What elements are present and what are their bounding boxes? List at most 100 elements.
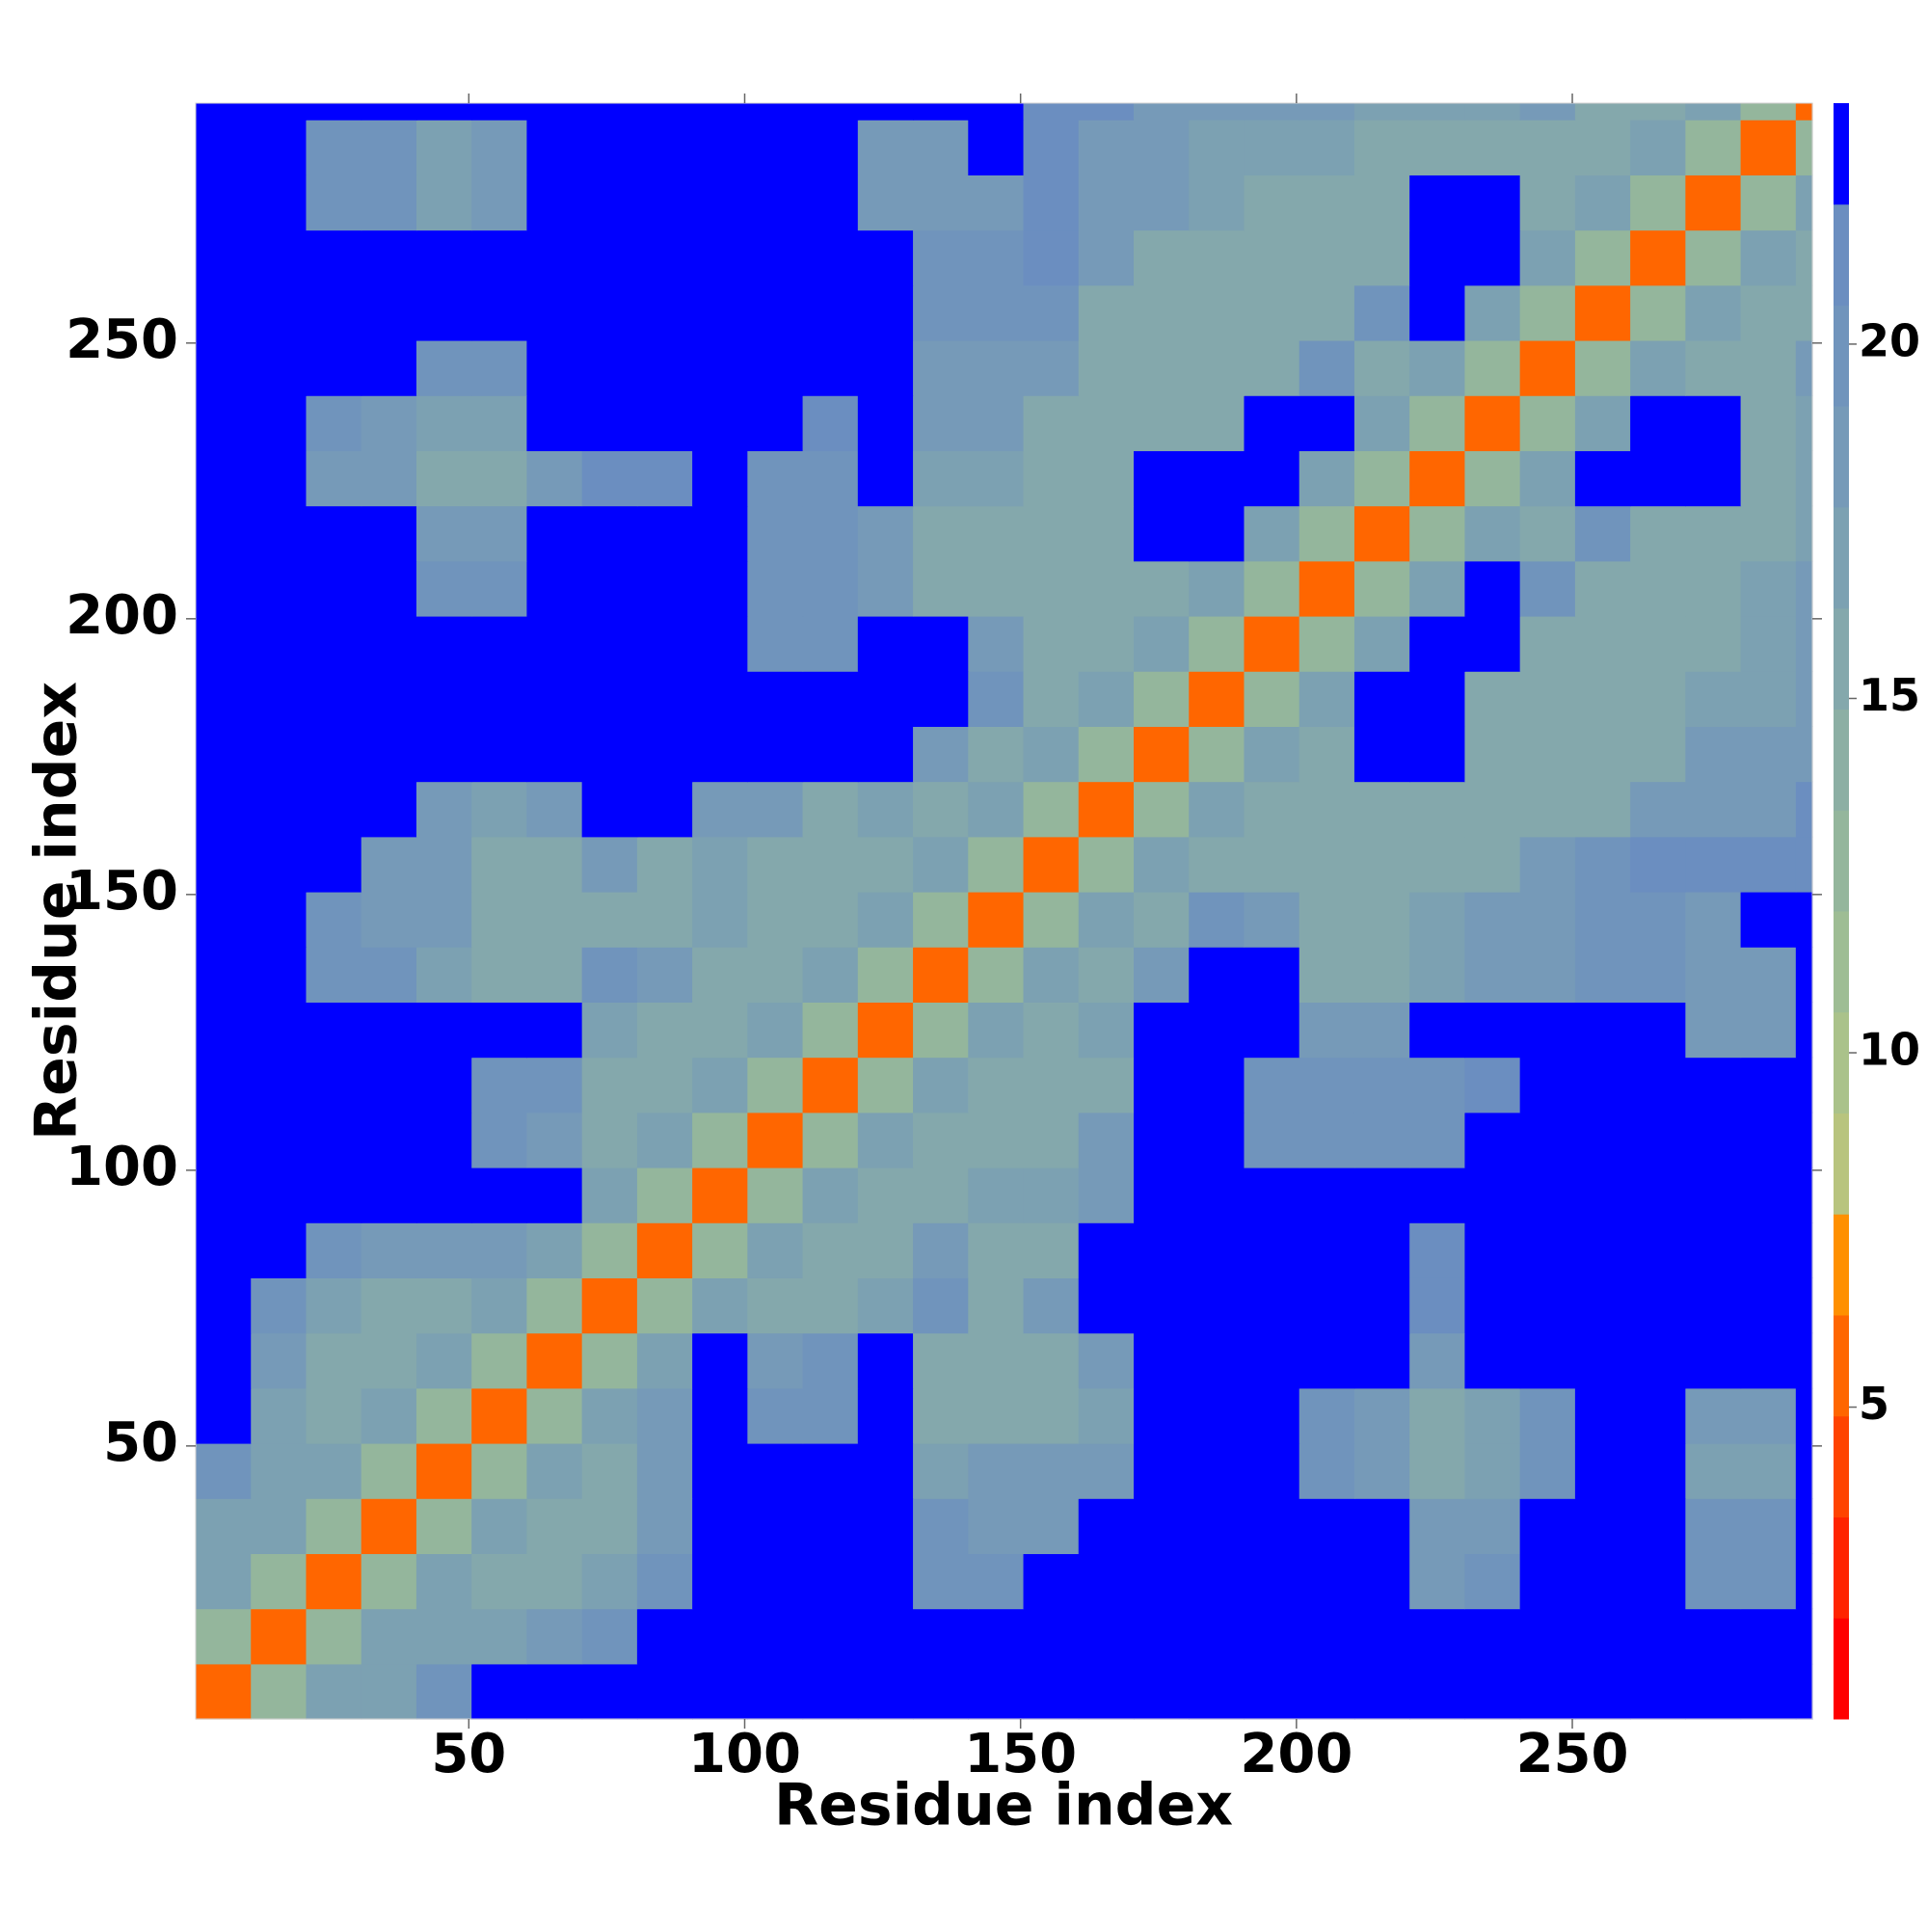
heatmap-cell bbox=[1630, 1057, 1686, 1114]
heatmap-cell bbox=[636, 560, 693, 617]
heatmap-cell bbox=[913, 1222, 969, 1278]
heatmap-cell bbox=[306, 450, 362, 507]
heatmap-cell bbox=[1353, 1498, 1410, 1554]
heatmap-cell bbox=[1078, 395, 1135, 451]
heatmap-cell bbox=[692, 339, 748, 396]
heatmap-cell bbox=[692, 891, 748, 948]
heatmap-cell bbox=[196, 1057, 252, 1114]
heatmap-cell bbox=[306, 1608, 362, 1665]
heatmap-cell bbox=[1519, 1553, 1576, 1610]
heatmap-cell bbox=[1134, 671, 1190, 727]
heatmap-cell bbox=[1685, 615, 1742, 672]
colorbar-segment bbox=[1834, 810, 1849, 912]
heatmap-cell bbox=[471, 671, 528, 727]
heatmap-cell bbox=[1795, 947, 1813, 1003]
heatmap-cell bbox=[581, 1222, 638, 1278]
heatmap-cell bbox=[415, 836, 472, 893]
heatmap-cell bbox=[692, 1277, 748, 1334]
heatmap-cell bbox=[1409, 339, 1466, 396]
heatmap-cell bbox=[1353, 1057, 1410, 1114]
heatmap-cell bbox=[802, 615, 859, 672]
heatmap-cell bbox=[251, 1167, 308, 1223]
heatmap-cell bbox=[857, 284, 914, 341]
heatmap-cell bbox=[361, 891, 417, 948]
heatmap-cell bbox=[1685, 1277, 1742, 1334]
heatmap-cell bbox=[1630, 103, 1686, 121]
heatmap-cell bbox=[415, 395, 472, 451]
heatmap-cell bbox=[692, 947, 748, 1003]
heatmap-cell bbox=[196, 781, 252, 838]
heatmap-cell bbox=[526, 726, 583, 783]
heatmap-cell bbox=[306, 1277, 362, 1334]
heatmap-cell bbox=[1023, 560, 1080, 617]
heatmap-cell bbox=[636, 1057, 693, 1114]
heatmap-cell bbox=[1409, 1663, 1466, 1720]
heatmap-cell bbox=[581, 1553, 638, 1610]
heatmap-cell bbox=[1685, 947, 1742, 1003]
heatmap-cell bbox=[1244, 1498, 1300, 1554]
heatmap-cell bbox=[196, 229, 252, 286]
heatmap-cell bbox=[747, 174, 804, 231]
heatmap-cell bbox=[1740, 1277, 1797, 1334]
heatmap-cell bbox=[1464, 505, 1521, 562]
heatmap-cell bbox=[1409, 1002, 1466, 1059]
heatmap-cell bbox=[1630, 284, 1686, 341]
heatmap-cell bbox=[1630, 560, 1686, 617]
heatmap-cell bbox=[1630, 1277, 1686, 1334]
heatmap-cell bbox=[802, 671, 859, 727]
heatmap-cell bbox=[1353, 1222, 1410, 1278]
heatmap-cell bbox=[306, 1553, 362, 1610]
heatmap-cell bbox=[913, 891, 969, 948]
heatmap-cell bbox=[1134, 781, 1190, 838]
heatmap-cell bbox=[306, 891, 362, 948]
heatmap-cell bbox=[361, 1277, 417, 1334]
heatmap-cell bbox=[306, 284, 362, 341]
y-tick-label: 100 bbox=[66, 1136, 178, 1198]
heatmap-cell bbox=[1134, 560, 1190, 617]
heatmap-cell bbox=[1630, 1498, 1686, 1554]
heatmap-cell bbox=[802, 1553, 859, 1610]
heatmap-cell bbox=[196, 726, 252, 783]
heatmap-cell bbox=[1519, 1608, 1576, 1665]
heatmap-cell bbox=[415, 1112, 472, 1168]
heatmap-cell bbox=[1574, 1498, 1631, 1554]
heatmap-cell bbox=[802, 1002, 859, 1059]
heatmap-cell bbox=[1630, 947, 1686, 1003]
heatmap-cell bbox=[196, 671, 252, 727]
heatmap-cell bbox=[1189, 450, 1245, 507]
heatmap-cell bbox=[415, 781, 472, 838]
heatmap-cell bbox=[913, 505, 969, 562]
heatmap-cell bbox=[968, 1442, 1025, 1499]
heatmap-cell bbox=[1134, 1553, 1190, 1610]
heatmap-cell bbox=[196, 615, 252, 672]
heatmap-cell bbox=[802, 947, 859, 1003]
heatmap-cell bbox=[1740, 781, 1797, 838]
heatmap-cell bbox=[251, 1112, 308, 1168]
heatmap-cell bbox=[306, 1498, 362, 1554]
heatmap-cell bbox=[361, 505, 417, 562]
heatmap-cell bbox=[1078, 450, 1135, 507]
heatmap-cell bbox=[471, 1498, 528, 1554]
heatmap-cell bbox=[251, 726, 308, 783]
heatmap-cell bbox=[1795, 339, 1813, 396]
colorbar-segment bbox=[1834, 607, 1849, 710]
heatmap-cell bbox=[1519, 1057, 1576, 1114]
heatmap-cell bbox=[1078, 284, 1135, 341]
heatmap-cell bbox=[306, 1387, 362, 1444]
heatmap-cell bbox=[1189, 1553, 1245, 1610]
heatmap-cell bbox=[581, 339, 638, 396]
heatmap-cell bbox=[1795, 174, 1813, 231]
heatmap-cell bbox=[1574, 103, 1631, 121]
heatmap-cell bbox=[1078, 1498, 1135, 1554]
heatmap-cell bbox=[1353, 229, 1410, 286]
heatmap-cell bbox=[361, 120, 417, 175]
heatmap-cell bbox=[1189, 505, 1245, 562]
heatmap-cell bbox=[692, 120, 748, 175]
heatmap-cell bbox=[1574, 1442, 1631, 1499]
heatmap-cell bbox=[1795, 505, 1813, 562]
heatmap-cell bbox=[1023, 1112, 1080, 1168]
heatmap-cell bbox=[1134, 615, 1190, 672]
heatmap-cell bbox=[857, 560, 914, 617]
heatmap-cell bbox=[361, 560, 417, 617]
heatmap-cell bbox=[802, 1608, 859, 1665]
